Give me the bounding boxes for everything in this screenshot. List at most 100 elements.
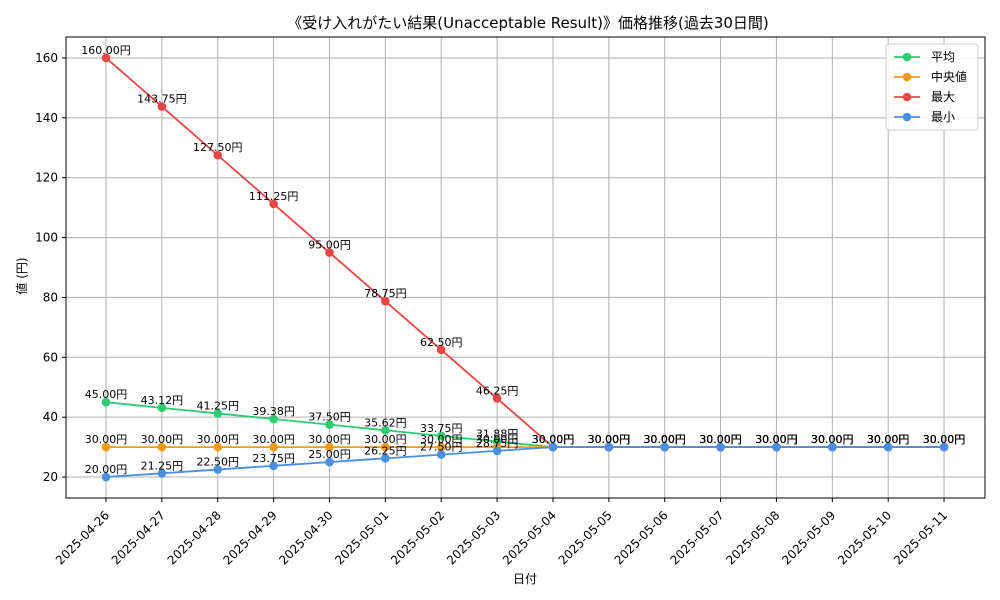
legend-marker — [902, 72, 912, 82]
data-point — [492, 446, 502, 456]
legend-marker — [902, 52, 912, 62]
data-point — [213, 409, 223, 418]
data-label: 30.00円 — [532, 433, 575, 446]
data-point — [157, 442, 167, 452]
data-label: 27.50円 — [420, 441, 463, 454]
data-label: 30.00円 — [811, 433, 854, 446]
data-label: 30.00円 — [867, 433, 910, 446]
series-3 — [101, 442, 949, 482]
data-label: 30.00円 — [755, 433, 798, 446]
data-point — [269, 461, 278, 471]
y-tick-label: 160 — [35, 51, 58, 65]
y-axis: 20 40 60 80 100 120 140 160 — [35, 51, 66, 484]
x-tick-label: 2025-05-07 — [667, 508, 726, 567]
data-label: 95.00円 — [308, 239, 351, 252]
data-label: 21.25円 — [141, 459, 184, 472]
legend-label: 最大 — [931, 90, 955, 104]
data-point — [381, 425, 390, 435]
y-axis-label: 値 (円) — [14, 257, 29, 294]
data-point — [381, 454, 390, 463]
x-tick-label: 2025-05-03 — [444, 508, 503, 567]
data-label: 43.12円 — [141, 394, 184, 407]
data-label: 30.00円 — [923, 433, 966, 446]
data-label: 30.00円 — [643, 433, 686, 446]
data-label: 30.00円 — [588, 433, 631, 446]
data-label: 25.00円 — [308, 448, 351, 461]
data-label: 30.00円 — [811, 433, 854, 446]
data-label: 46.25円 — [476, 384, 519, 397]
data-point — [213, 150, 223, 160]
x-axis-label: 日付 — [513, 572, 537, 586]
series-layer — [101, 53, 949, 482]
x-tick-label: 2025-05-01 — [332, 508, 391, 567]
legend-label: 平均 — [931, 50, 955, 64]
y-tick-label: 20 — [43, 470, 58, 484]
data-label: 30.00円 — [923, 433, 966, 446]
data-point — [213, 442, 223, 452]
x-axis: 2025-04-262025-04-272025-04-282025-04-29… — [53, 498, 950, 567]
legend-marker — [902, 92, 912, 102]
data-point — [660, 442, 669, 452]
series-2 — [101, 53, 949, 452]
x-tick-label: 2025-05-09 — [779, 508, 838, 567]
data-label: 30.00円 — [588, 433, 631, 446]
data-point — [269, 414, 278, 424]
data-label: 30.00円 — [643, 433, 686, 446]
data-labels: 45.00円 43.12円 41.25円 39.38円 37.50円 35.62円 33.7… — [81, 44, 965, 476]
y-tick-label: 120 — [35, 171, 58, 185]
x-tick-label: 2025-05-06 — [612, 508, 671, 567]
data-label: 26.25円 — [364, 444, 407, 457]
data-point — [828, 442, 837, 452]
data-point — [101, 397, 111, 407]
x-tick-label: 2025-05-02 — [388, 508, 447, 567]
data-point — [101, 53, 111, 63]
data-label: 30.00円 — [196, 433, 239, 446]
data-point — [157, 469, 167, 478]
series-line — [105, 57, 945, 449]
series-line — [105, 446, 945, 478]
data-label: 30.00円 — [699, 433, 742, 446]
data-label: 30.00円 — [755, 433, 798, 446]
x-tick-label: 2025-05-08 — [723, 508, 782, 567]
data-label: 30.00円 — [532, 433, 575, 446]
data-label: 30.00円 — [643, 433, 686, 446]
data-point — [157, 102, 167, 111]
data-point — [381, 296, 390, 306]
legend-item: 最小 — [894, 110, 955, 124]
x-tick-label: 2025-04-27 — [109, 508, 168, 567]
data-point — [939, 442, 949, 452]
data-label: 39.38円 — [252, 405, 295, 418]
data-point — [101, 442, 111, 452]
data-label: 30.00円 — [867, 433, 910, 446]
data-point — [548, 442, 558, 452]
data-label: 30.00円 — [923, 433, 966, 446]
x-tick-label: 2025-04-28 — [165, 508, 224, 567]
data-label: 30.00円 — [141, 433, 184, 446]
data-label: 78.75円 — [364, 287, 407, 300]
data-label: 127.50円 — [193, 141, 243, 154]
data-point — [325, 457, 334, 467]
data-label: 30.00円 — [699, 433, 742, 446]
data-label: 30.00円 — [532, 433, 575, 446]
x-tick-label: 2025-05-04 — [500, 508, 559, 567]
data-label: 30.00円 — [532, 433, 575, 446]
legend-label: 最小 — [931, 110, 955, 124]
data-point — [492, 394, 502, 403]
data-label: 30.00円 — [588, 433, 631, 446]
data-point — [325, 248, 334, 257]
data-label: 30.00円 — [364, 433, 407, 446]
data-point — [436, 442, 446, 452]
data-label: 30.00円 — [867, 433, 910, 446]
data-label: 160.00円 — [81, 44, 131, 57]
x-tick-label: 2025-04-30 — [276, 508, 335, 567]
data-point — [381, 442, 390, 452]
data-point — [436, 431, 446, 441]
data-point — [269, 199, 278, 209]
data-label: 30.00円 — [85, 433, 128, 446]
y-tick-label: 60 — [43, 350, 58, 364]
data-label: 143.75円 — [137, 93, 187, 106]
x-tick-label: 2025-04-29 — [221, 508, 280, 567]
data-label: 30.00円 — [811, 433, 854, 446]
data-label: 20.00円 — [85, 463, 128, 476]
